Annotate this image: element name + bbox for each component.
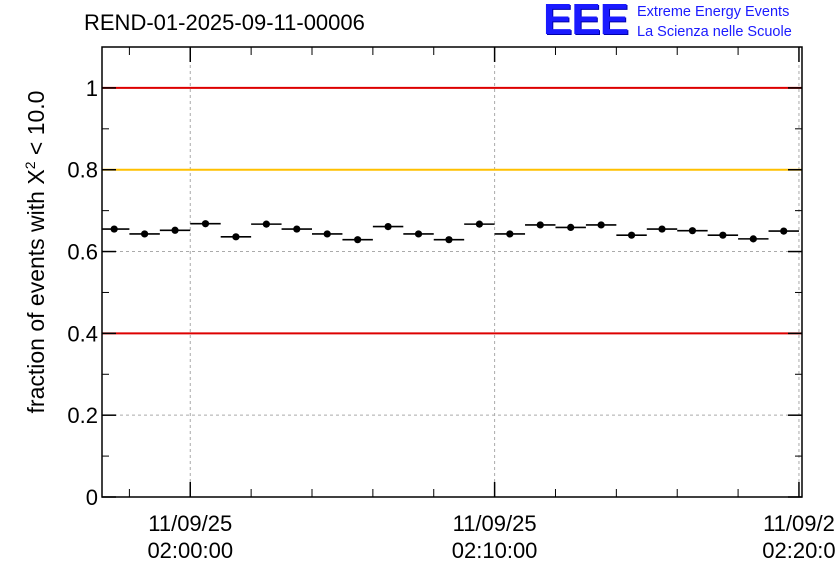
y-tick-label: 0.4 (67, 321, 98, 346)
plot-frame (101, 46, 803, 498)
data-point (780, 227, 788, 235)
x-tick-label-time: 02:20:0 (762, 538, 835, 563)
y-tick-label: 0 (86, 485, 98, 510)
data-point (354, 236, 362, 244)
data-point (201, 220, 210, 228)
logo-caption-line-2: La Scienza nelle Scuole (637, 24, 792, 40)
y-axis-label-container: fraction of events with X2 < 10.0 (0, 0, 50, 572)
y-tick-label: 0.6 (67, 240, 98, 265)
data-point (688, 227, 697, 235)
x-tick-label-date: 11/09/25 (148, 511, 232, 536)
data-point (171, 226, 179, 234)
data-point (536, 221, 544, 229)
y-axis-label: fraction of events with X2 < 10.0 (22, 90, 49, 414)
data-point (475, 220, 483, 228)
data-point (262, 220, 270, 228)
y-tick-label: 0.8 (67, 158, 98, 183)
eee-logo: EEE (543, 0, 629, 44)
data-point (445, 236, 453, 244)
x-tick-label-date: 11/09/2 (763, 511, 835, 536)
data-point (110, 225, 118, 233)
chart-title: REND-01-2025-09-11-00006 (84, 10, 365, 35)
data-point (506, 230, 514, 238)
data-point (293, 225, 301, 233)
data-point (323, 230, 331, 238)
data-point (749, 235, 757, 243)
data-point (414, 230, 423, 238)
x-tick-label-time: 02:10:00 (452, 538, 538, 563)
logo-caption-line-1: Extreme Energy Events (637, 4, 790, 20)
data-point (719, 231, 727, 239)
data-point (627, 231, 636, 239)
x-tick-label-date: 11/09/25 (453, 511, 537, 536)
y-tick-label: 0.2 (67, 403, 98, 428)
y-tick-label: 1 (86, 76, 98, 101)
data-point (141, 230, 149, 238)
data-point (232, 233, 240, 241)
data-point (567, 223, 575, 232)
x-tick-label-time: 02:00:00 (147, 538, 233, 563)
data-point (597, 221, 605, 229)
data-point (384, 222, 392, 231)
data-point (658, 225, 666, 233)
